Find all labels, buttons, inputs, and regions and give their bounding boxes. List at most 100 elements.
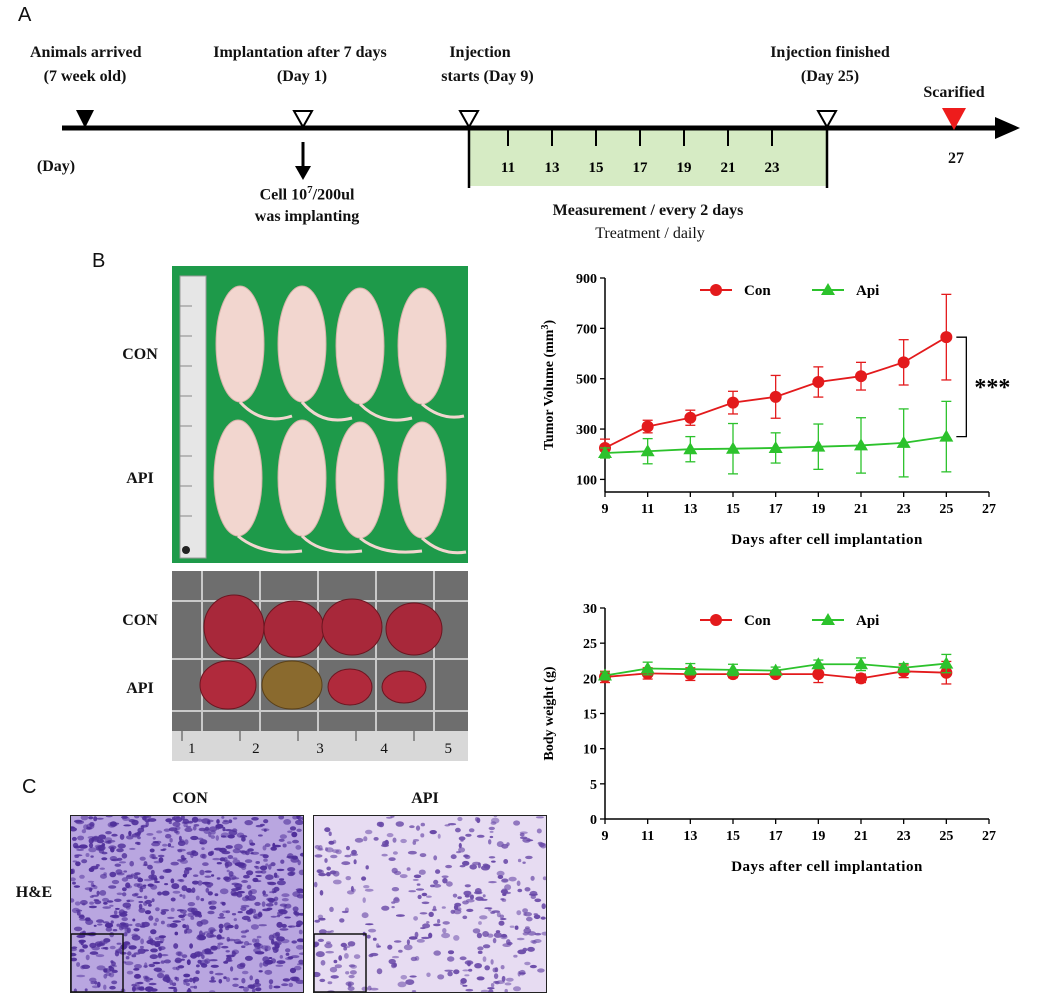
injection-finished-label-2: (Day 25) bbox=[800, 68, 860, 85]
tumor-photo bbox=[172, 571, 468, 761]
data-point bbox=[726, 441, 740, 454]
injection-starts-label-1: Injection bbox=[449, 44, 511, 61]
timeline-tick-label: 13 bbox=[545, 160, 560, 176]
cell-count-volume: /200ul bbox=[312, 186, 355, 204]
x-tick-label: 9 bbox=[602, 829, 609, 844]
legend-label: Api bbox=[856, 283, 879, 299]
data-point bbox=[896, 435, 911, 448]
x-tick-label: 27 bbox=[982, 502, 996, 517]
legend-marker bbox=[821, 283, 835, 295]
data-point bbox=[726, 662, 740, 675]
data-point bbox=[939, 429, 954, 442]
final-day-label: 27 bbox=[948, 150, 964, 167]
tumor-photo-graphic bbox=[172, 571, 468, 761]
day-unit-label: (Day) bbox=[36, 158, 76, 175]
data-point bbox=[811, 439, 826, 452]
panel-label-c: C bbox=[22, 776, 37, 798]
cell-count-label: Cell 107/200ul bbox=[232, 184, 382, 204]
data-point bbox=[769, 390, 782, 403]
data-point bbox=[812, 375, 825, 388]
ruler-number: 3 bbox=[316, 741, 324, 757]
data-point bbox=[897, 356, 910, 369]
implantation-label: Implantation after 7 days bbox=[213, 44, 387, 61]
data-point bbox=[855, 672, 867, 685]
y-tick-label: 300 bbox=[576, 423, 597, 438]
cell-count-exponent: 7 bbox=[307, 184, 313, 196]
ruler-numbers: 1 2 3 4 5 bbox=[188, 741, 452, 759]
mice-con-label: CON bbox=[122, 346, 158, 363]
mouse-row-api bbox=[213, 419, 447, 539]
x-tick-label: 13 bbox=[683, 829, 697, 844]
x-tick-label: 25 bbox=[939, 502, 953, 517]
y-tick-label: 500 bbox=[576, 373, 597, 388]
series-api bbox=[598, 400, 954, 478]
panel-label-b: B bbox=[92, 250, 106, 272]
panel-label-a: A bbox=[18, 4, 32, 26]
data-point bbox=[854, 657, 868, 670]
he-api-title: API bbox=[411, 790, 439, 807]
data-point bbox=[640, 661, 655, 674]
data-point bbox=[940, 331, 953, 344]
significance-bracket bbox=[956, 336, 967, 438]
timeline: 11 13 15 17 19 21 23 bbox=[62, 108, 1020, 188]
mice-photo bbox=[172, 266, 468, 563]
mice-api-label: API bbox=[126, 470, 154, 487]
data-point bbox=[640, 444, 655, 457]
significance-label: *** bbox=[974, 375, 1010, 401]
legend-marker bbox=[710, 284, 722, 296]
data-point bbox=[855, 370, 867, 383]
tumor-api-label: API bbox=[126, 680, 154, 697]
x-tick-label: 23 bbox=[897, 502, 911, 517]
he-stain-label: H&E bbox=[15, 884, 53, 901]
x-tick-label: 17 bbox=[769, 829, 783, 844]
scarified-label: Scarified bbox=[923, 84, 985, 101]
ruler-number: 5 bbox=[444, 741, 453, 757]
tumor-ruler bbox=[172, 731, 468, 761]
tumor-volume-chart: 100 300 500 700 900 9 11 13 15 17 19 21 23 25 27 Days a… bbox=[540, 272, 1011, 548]
he-con-inset bbox=[71, 933, 124, 992]
implantation-day-label: (Day 1) bbox=[276, 68, 328, 85]
timeline-tick-label: 17 bbox=[633, 160, 649, 176]
timeline-tick-label: 11 bbox=[501, 160, 515, 176]
y-tick-label: 900 bbox=[576, 272, 597, 287]
x-tick-label: 23 bbox=[897, 829, 911, 844]
y-tick-label: 15 bbox=[583, 708, 597, 723]
x-axis-label: Days after cell implantation bbox=[731, 859, 923, 875]
animals-age-label: (7 week old) bbox=[43, 68, 127, 85]
tissue-texture bbox=[314, 816, 546, 992]
animals-arrived-label: Animals arrived bbox=[30, 44, 142, 61]
he-con-title: CON bbox=[172, 790, 208, 807]
y-axis-label: Tumor Volume (mm3) bbox=[540, 320, 558, 451]
x-tick-label: 19 bbox=[811, 829, 825, 844]
treatment-window-box bbox=[469, 128, 827, 186]
series-con bbox=[599, 293, 953, 458]
injection-finished-label-1: Injection finished bbox=[770, 44, 890, 61]
body-weight-chart: 0 5 10 15 20 25 30 9 11 13 15 17 19 21 23 25 27 Days afte… bbox=[542, 602, 996, 875]
legend-label: Con bbox=[744, 613, 771, 629]
x-tick-label: 9 bbox=[602, 502, 609, 517]
injection-end-marker-icon bbox=[816, 110, 838, 130]
y-tick-label: 25 bbox=[583, 637, 597, 652]
injection-start-marker-icon bbox=[458, 110, 480, 130]
data-point bbox=[939, 656, 954, 669]
sacrifice-marker-icon bbox=[942, 108, 966, 130]
timeline-tick-label: 19 bbox=[677, 160, 692, 176]
legend-label: Con bbox=[744, 283, 771, 299]
data-point bbox=[811, 657, 826, 670]
y-tick-label: 5 bbox=[590, 778, 597, 793]
series-api bbox=[598, 653, 954, 681]
x-tick-label: 15 bbox=[726, 502, 740, 517]
implantation-marker-icon bbox=[292, 110, 314, 130]
x-tick-label: 13 bbox=[683, 502, 697, 517]
data-point bbox=[683, 442, 698, 455]
ruler-number: 1 bbox=[188, 741, 196, 757]
mouse-row-con bbox=[215, 285, 447, 405]
tumor-row-con bbox=[203, 594, 443, 660]
x-tick-label: 15 bbox=[726, 829, 740, 844]
he-api-graphic bbox=[314, 816, 546, 992]
he-api-image bbox=[313, 815, 547, 993]
tissue-texture bbox=[71, 816, 303, 992]
data-point bbox=[768, 440, 783, 453]
data-point bbox=[598, 445, 612, 458]
data-point bbox=[896, 660, 911, 673]
